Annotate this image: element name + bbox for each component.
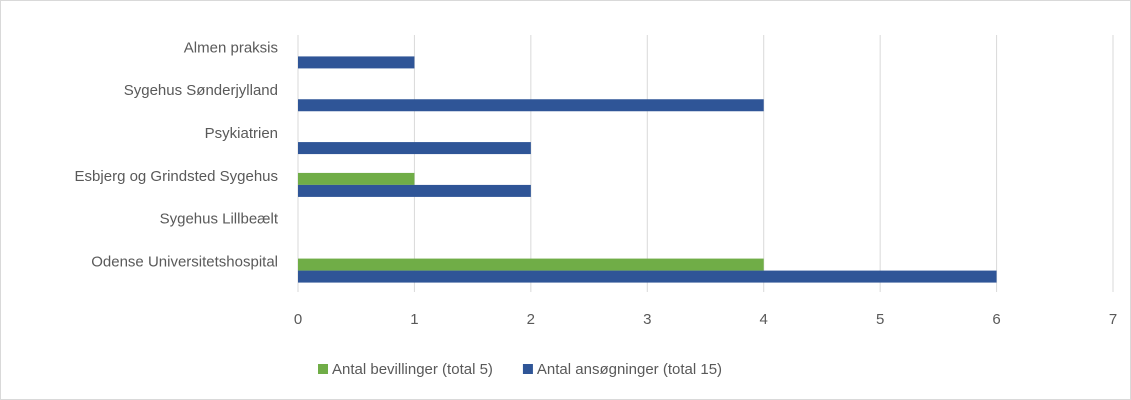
- legend-label: Antal bevillinger (total 5): [332, 361, 493, 378]
- x-tick-label: 6: [992, 311, 1000, 328]
- y-tick-label: Sygehus Sønderjylland: [124, 82, 278, 99]
- legend-swatch: [522, 364, 533, 374]
- bar: [298, 258, 764, 271]
- bar: [298, 142, 531, 155]
- x-tick-label: 5: [876, 311, 884, 328]
- x-tick-label: 1: [410, 311, 418, 328]
- x-tick-label: 3: [643, 311, 651, 328]
- y-tick-label: Esbjerg og Grindsted Sygehus: [75, 168, 278, 185]
- x-tick-label: 7: [1109, 311, 1117, 328]
- bar: [298, 172, 415, 185]
- bar: [298, 99, 764, 112]
- y-tick-label: Odense Universitetshospital: [91, 254, 278, 271]
- x-tick-label: 4: [760, 311, 768, 328]
- y-tick-label: Psykiatrien: [205, 125, 278, 142]
- y-tick-label: Almen praksis: [184, 39, 278, 56]
- x-tick-label: 0: [294, 311, 302, 328]
- bar: [298, 184, 531, 197]
- x-tick-label: 2: [527, 311, 535, 328]
- bar: [298, 56, 415, 69]
- legend-swatch: [318, 364, 328, 374]
- y-tick-label: Sygehus Lillbeælt: [160, 211, 279, 228]
- bar: [298, 270, 997, 283]
- legend-label: Antal ansøgninger (total 15): [537, 361, 722, 378]
